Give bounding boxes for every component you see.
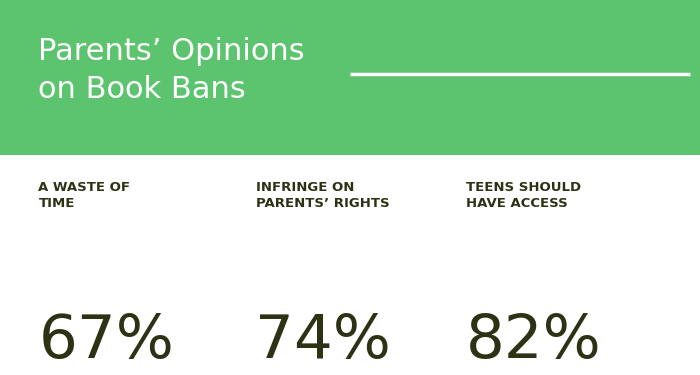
Bar xyxy=(0,0,700,155)
Text: 67%: 67% xyxy=(38,312,174,371)
Text: A WASTE OF
TIME: A WASTE OF TIME xyxy=(38,181,130,210)
Text: TEENS SHOULD
HAVE ACCESS: TEENS SHOULD HAVE ACCESS xyxy=(466,181,580,210)
Text: Parents’ Opinions
on Book Bans: Parents’ Opinions on Book Bans xyxy=(38,38,305,104)
Text: 74%: 74% xyxy=(256,312,391,371)
Text: INFRINGE ON
PARENTS’ RIGHTS: INFRINGE ON PARENTS’ RIGHTS xyxy=(256,181,389,210)
Text: 82%: 82% xyxy=(466,312,601,371)
Bar xyxy=(0,155,700,375)
